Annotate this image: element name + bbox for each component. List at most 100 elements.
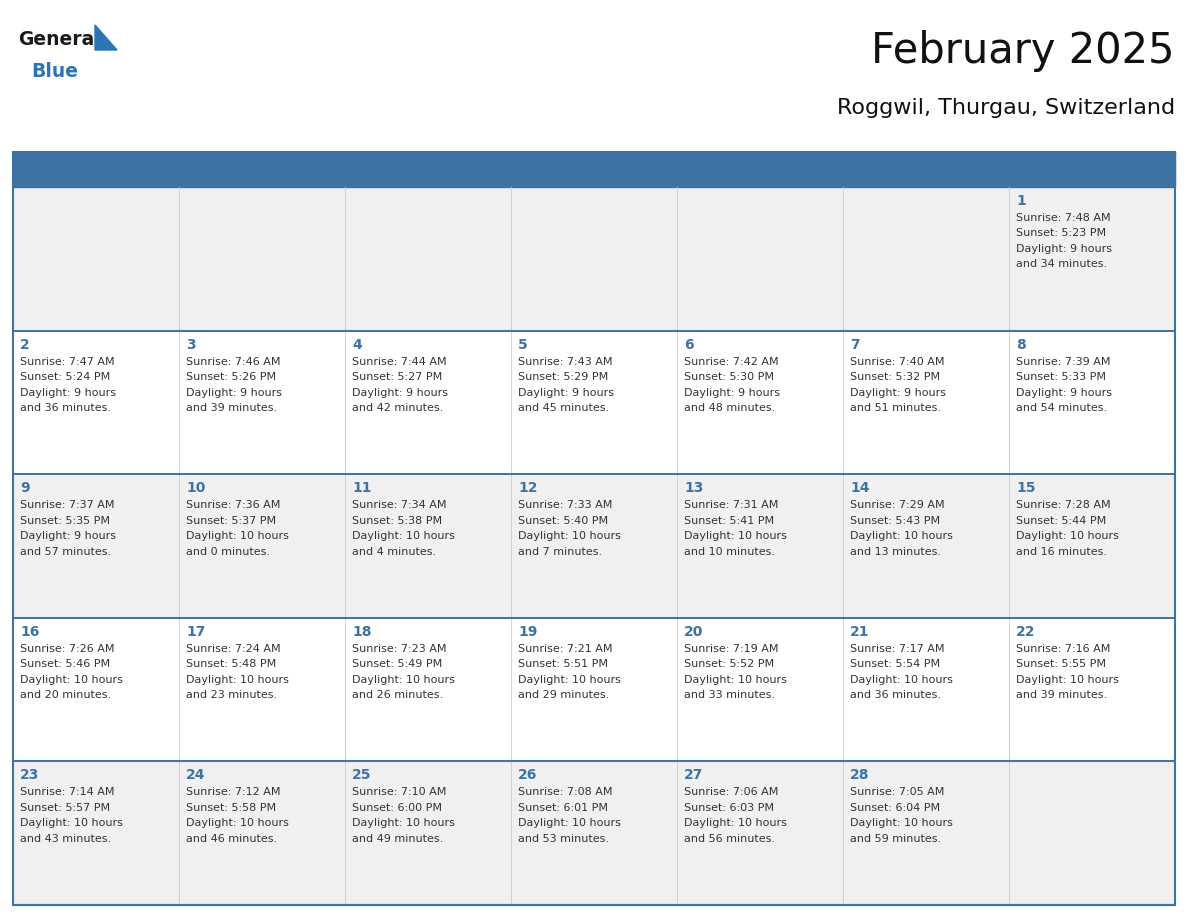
Text: 5: 5 <box>518 338 527 352</box>
Text: and 33 minutes.: and 33 minutes. <box>684 690 775 700</box>
Text: Sunset: 5:29 PM: Sunset: 5:29 PM <box>518 372 608 382</box>
Text: Tuesday: Tuesday <box>394 162 461 177</box>
Text: 12: 12 <box>518 481 537 495</box>
Text: 2: 2 <box>20 338 30 352</box>
Bar <box>677 618 843 761</box>
Text: Sunset: 5:23 PM: Sunset: 5:23 PM <box>1016 229 1106 239</box>
Text: and 23 minutes.: and 23 minutes. <box>187 690 277 700</box>
Text: Daylight: 9 hours: Daylight: 9 hours <box>187 387 282 397</box>
Text: 21: 21 <box>849 625 870 639</box>
Text: and 57 minutes.: and 57 minutes. <box>20 547 112 556</box>
Text: Sunset: 5:46 PM: Sunset: 5:46 PM <box>20 659 110 669</box>
Text: Sunset: 6:03 PM: Sunset: 6:03 PM <box>684 803 775 813</box>
Text: Daylight: 10 hours: Daylight: 10 hours <box>518 819 621 828</box>
Bar <box>1009 618 1175 761</box>
Text: Monday: Monday <box>229 162 295 177</box>
Text: Sunset: 5:48 PM: Sunset: 5:48 PM <box>187 659 277 669</box>
Text: Sunset: 5:55 PM: Sunset: 5:55 PM <box>1016 659 1106 669</box>
Text: 3: 3 <box>187 338 196 352</box>
Text: and 20 minutes.: and 20 minutes. <box>20 690 112 700</box>
Bar <box>843 475 1009 618</box>
Text: 26: 26 <box>518 768 537 782</box>
Text: Daylight: 9 hours: Daylight: 9 hours <box>352 387 448 397</box>
Bar <box>677 475 843 618</box>
Bar <box>13 152 1175 154</box>
Bar <box>179 330 345 475</box>
Text: and 53 minutes.: and 53 minutes. <box>518 834 609 844</box>
Text: 25: 25 <box>352 768 372 782</box>
Text: Friday: Friday <box>901 162 952 177</box>
Bar <box>511 761 677 905</box>
Text: Sunrise: 7:08 AM: Sunrise: 7:08 AM <box>518 788 613 798</box>
Text: Sunrise: 7:21 AM: Sunrise: 7:21 AM <box>518 644 613 654</box>
Text: Daylight: 10 hours: Daylight: 10 hours <box>20 675 122 685</box>
Text: Sunrise: 7:12 AM: Sunrise: 7:12 AM <box>187 788 280 798</box>
Text: Sunset: 5:24 PM: Sunset: 5:24 PM <box>20 372 110 382</box>
Bar <box>179 761 345 905</box>
Text: Sunrise: 7:47 AM: Sunrise: 7:47 AM <box>20 356 114 366</box>
Text: and 56 minutes.: and 56 minutes. <box>684 834 775 844</box>
Text: Daylight: 10 hours: Daylight: 10 hours <box>518 675 621 685</box>
Text: 19: 19 <box>518 625 537 639</box>
Text: Daylight: 9 hours: Daylight: 9 hours <box>684 387 781 397</box>
Text: 6: 6 <box>684 338 694 352</box>
Text: Sunrise: 7:10 AM: Sunrise: 7:10 AM <box>352 788 447 798</box>
Bar <box>345 761 511 905</box>
Text: Sunset: 5:41 PM: Sunset: 5:41 PM <box>684 516 775 526</box>
Text: Sunrise: 7:42 AM: Sunrise: 7:42 AM <box>684 356 778 366</box>
Text: Daylight: 9 hours: Daylight: 9 hours <box>849 387 946 397</box>
Text: Sunrise: 7:46 AM: Sunrise: 7:46 AM <box>187 356 280 366</box>
Bar <box>843 187 1009 330</box>
Bar <box>511 475 677 618</box>
Text: Sunset: 6:00 PM: Sunset: 6:00 PM <box>352 803 442 813</box>
Text: 15: 15 <box>1016 481 1036 495</box>
Text: Sunset: 5:27 PM: Sunset: 5:27 PM <box>352 372 442 382</box>
Text: 10: 10 <box>187 481 206 495</box>
Text: and 39 minutes.: and 39 minutes. <box>1016 690 1107 700</box>
Bar <box>179 475 345 618</box>
Bar <box>345 475 511 618</box>
Bar <box>843 618 1009 761</box>
Text: Daylight: 10 hours: Daylight: 10 hours <box>20 819 122 828</box>
Text: and 59 minutes.: and 59 minutes. <box>849 834 941 844</box>
Text: Daylight: 10 hours: Daylight: 10 hours <box>849 675 953 685</box>
Text: Daylight: 10 hours: Daylight: 10 hours <box>518 532 621 542</box>
Text: Sunset: 5:32 PM: Sunset: 5:32 PM <box>849 372 940 382</box>
Text: Sunset: 5:58 PM: Sunset: 5:58 PM <box>187 803 276 813</box>
Text: and 46 minutes.: and 46 minutes. <box>187 834 277 844</box>
Text: Sunset: 5:44 PM: Sunset: 5:44 PM <box>1016 516 1106 526</box>
Text: Sunset: 5:38 PM: Sunset: 5:38 PM <box>352 516 442 526</box>
Bar <box>677 761 843 905</box>
Text: Sunset: 5:37 PM: Sunset: 5:37 PM <box>187 516 276 526</box>
Text: Daylight: 10 hours: Daylight: 10 hours <box>187 532 289 542</box>
Bar <box>843 330 1009 475</box>
Text: Sunrise: 7:19 AM: Sunrise: 7:19 AM <box>684 644 778 654</box>
Text: and 7 minutes.: and 7 minutes. <box>518 547 602 556</box>
Bar <box>511 330 677 475</box>
Bar <box>1009 475 1175 618</box>
Text: 18: 18 <box>352 625 372 639</box>
Text: Daylight: 9 hours: Daylight: 9 hours <box>518 387 614 397</box>
Text: Sunset: 5:26 PM: Sunset: 5:26 PM <box>187 372 276 382</box>
Text: Sunrise: 7:33 AM: Sunrise: 7:33 AM <box>518 500 612 510</box>
Bar <box>511 187 677 330</box>
Text: Thursday: Thursday <box>722 162 798 177</box>
Text: Sunday: Sunday <box>65 162 126 177</box>
Text: Daylight: 9 hours: Daylight: 9 hours <box>1016 387 1112 397</box>
Polygon shape <box>95 25 116 50</box>
Bar <box>345 330 511 475</box>
Text: and 36 minutes.: and 36 minutes. <box>849 690 941 700</box>
Text: 7: 7 <box>849 338 860 352</box>
Text: 13: 13 <box>684 481 703 495</box>
Bar <box>677 330 843 475</box>
Text: 4: 4 <box>352 338 362 352</box>
Bar <box>13 618 179 761</box>
Text: Sunrise: 7:34 AM: Sunrise: 7:34 AM <box>352 500 447 510</box>
Bar <box>13 330 179 475</box>
Text: and 26 minutes.: and 26 minutes. <box>352 690 443 700</box>
Text: Sunrise: 7:26 AM: Sunrise: 7:26 AM <box>20 644 114 654</box>
Text: February 2025: February 2025 <box>872 30 1175 72</box>
Bar <box>1009 761 1175 905</box>
Text: Sunset: 5:43 PM: Sunset: 5:43 PM <box>849 516 940 526</box>
Text: Sunrise: 7:43 AM: Sunrise: 7:43 AM <box>518 356 613 366</box>
